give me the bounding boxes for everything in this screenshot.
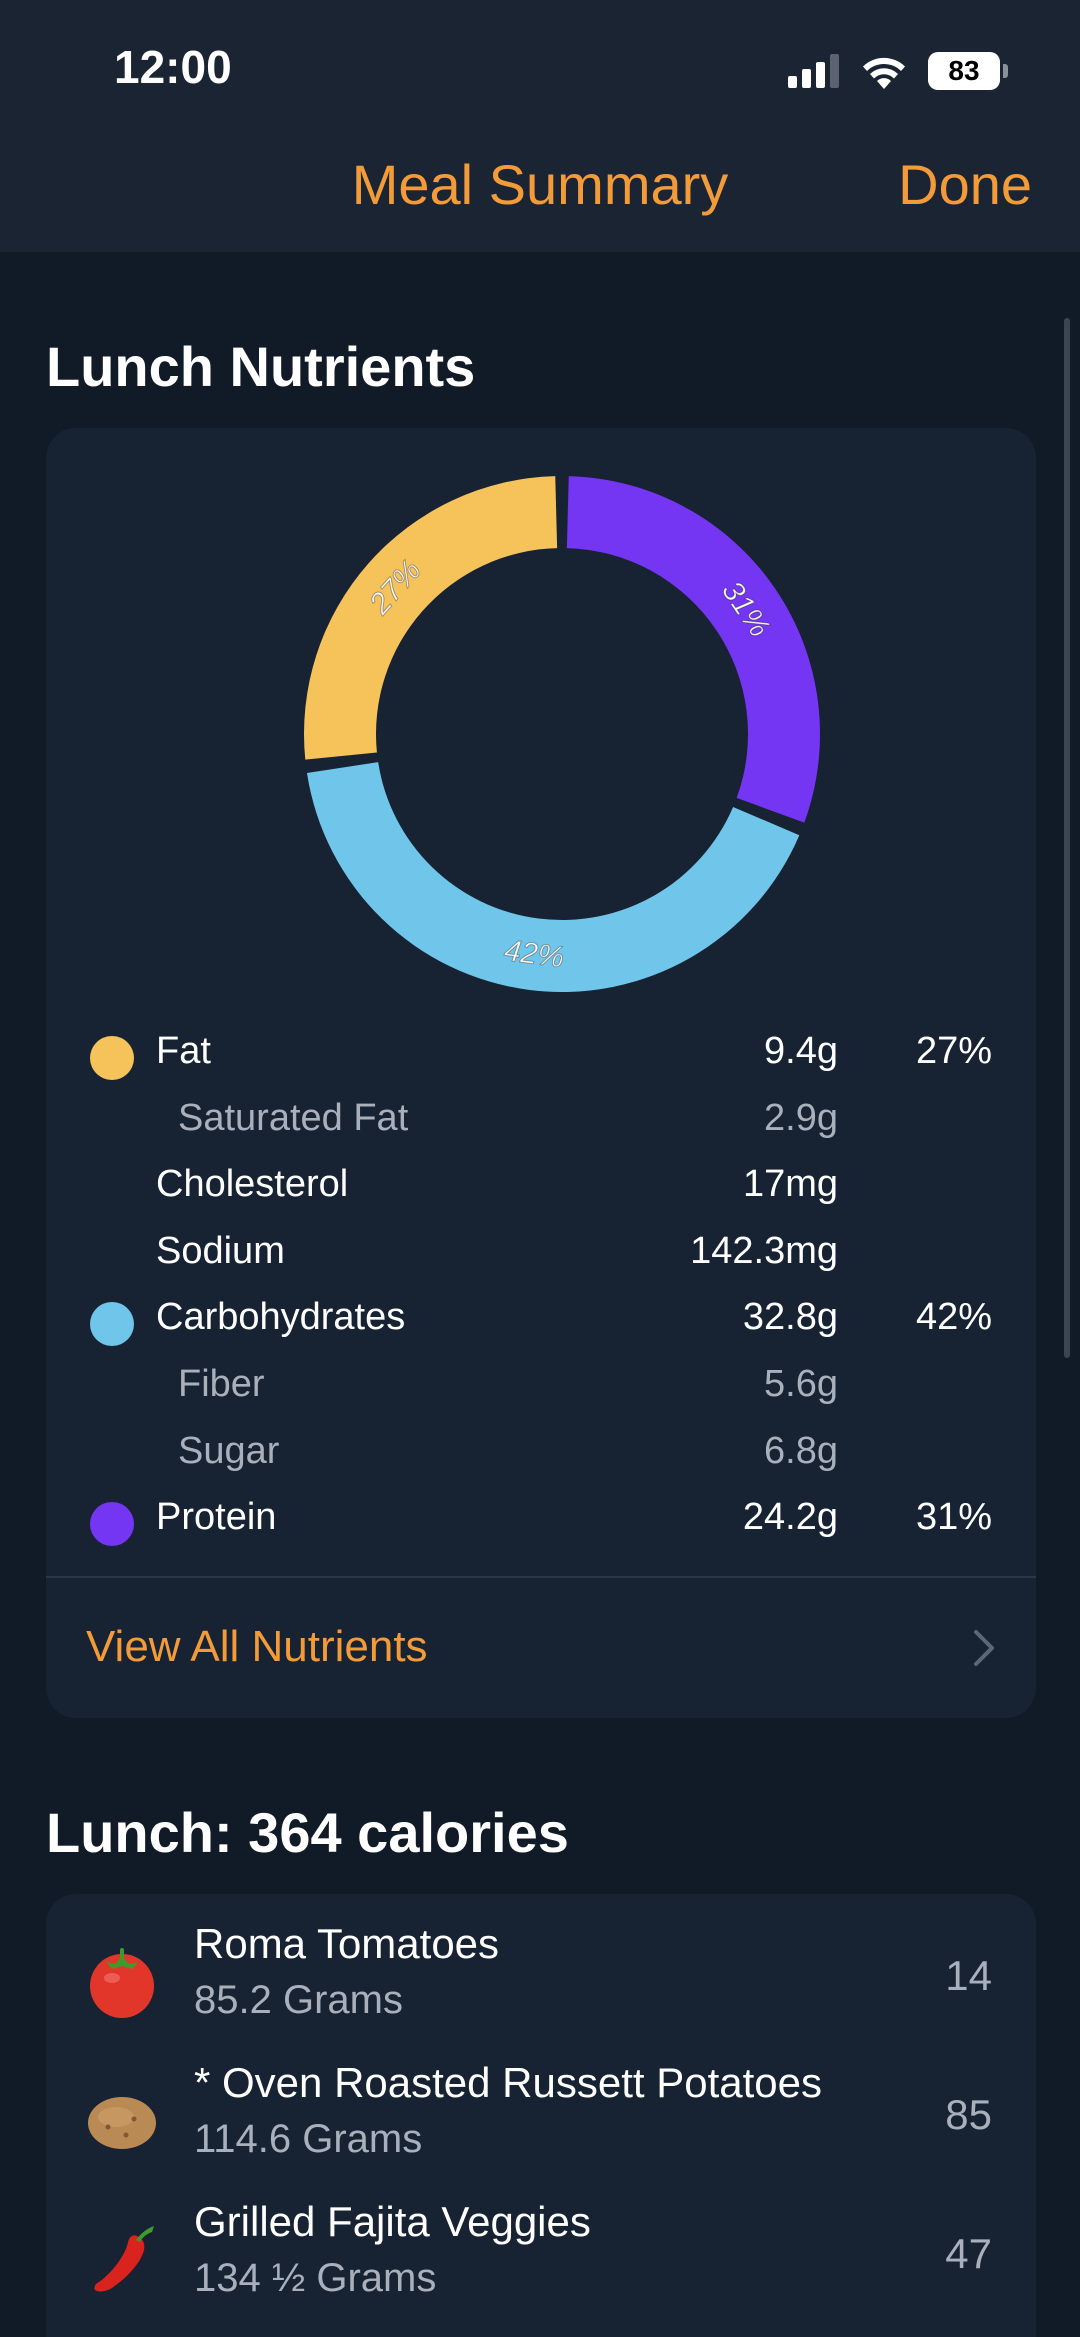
legend-dot xyxy=(90,1036,134,1080)
pepper-icon xyxy=(82,2218,162,2298)
nutrient-percent: 27% xyxy=(915,1030,992,1072)
nutrient-amount: 9.4g xyxy=(764,1030,838,1072)
done-button[interactable]: Done xyxy=(898,153,1032,216)
donut-slice-protein xyxy=(566,476,820,823)
nutrient-name: Carbohydrates xyxy=(156,1296,406,1339)
nutrient-name: Saturated Fat xyxy=(178,1096,409,1139)
nutrient-row-sugar: Sugar 6.8g xyxy=(46,1424,1036,1490)
view-all-nutrients-row[interactable]: View All Nutrients xyxy=(46,1578,1036,1718)
meal-section-title: Lunch: 364 calories xyxy=(46,1801,569,1864)
nutrient-row-carbohydrates: Carbohydrates 32.8g 42% xyxy=(46,1290,1036,1356)
nutrient-amount: 32.8g xyxy=(742,1296,838,1339)
food-item-row[interactable]: Grilled Fajita Veggies 134 ½ Grams 47 xyxy=(46,2192,1036,2322)
potato-icon xyxy=(82,2079,162,2159)
nutrient-row-protein: Protein 24.2g 31% xyxy=(46,1490,1036,1556)
wifi-icon xyxy=(863,57,905,89)
nutrient-amount: 17mg xyxy=(742,1163,838,1206)
top-bar: 12:00 83 Meal Summary Done xyxy=(0,0,1080,252)
nutrient-amount: 5.6g xyxy=(764,1363,838,1405)
nutrient-name: Sugar xyxy=(178,1429,280,1472)
view-all-nutrients-link[interactable]: View All Nutrients xyxy=(86,1622,428,1671)
chevron-right-icon xyxy=(974,1630,994,1666)
nutrient-row-fiber: Fiber 5.6g xyxy=(46,1357,1036,1423)
nutrients-section-title: Lunch Nutrients xyxy=(46,335,476,398)
scroll-indicator[interactable] xyxy=(1064,318,1070,1358)
nutrient-amount: 142.3mg xyxy=(690,1229,838,1272)
nutrient-name: Fiber xyxy=(178,1363,265,1405)
nutrients-card: 31% 42% 27% Fat 9.4g 27% Saturated Fat 2.9g Cho… xyxy=(46,428,1036,1718)
battery-nub xyxy=(1003,64,1008,78)
nutrient-amount: 24.2g xyxy=(742,1496,838,1539)
nutrient-amount: 2.9g xyxy=(764,1096,838,1139)
food-item-row[interactable]: Roma Tomatoes 85.2 Grams 14 xyxy=(46,1914,1036,2044)
battery-indicator: 83 xyxy=(928,52,1008,90)
donut-slice-fat xyxy=(304,476,558,760)
nutrient-percent: 31% xyxy=(915,1496,992,1539)
nutrients-divider xyxy=(46,1576,1036,1578)
nutrient-row-fat: Fat 9.4g 27% xyxy=(46,1024,1036,1090)
legend-dot xyxy=(90,1302,134,1347)
food-quantity: 134 ½ Grams xyxy=(194,2256,437,2300)
nutrient-name: Protein xyxy=(156,1496,277,1539)
food-name: Grilled Fajita Veggies xyxy=(194,2198,591,2245)
nutrient-row-sodium: Sodium 142.3mg xyxy=(46,1224,1036,1290)
nutrient-name: Fat xyxy=(156,1030,211,1072)
nutrient-percent: 42% xyxy=(915,1296,992,1339)
cellular-signal-icon xyxy=(788,54,839,88)
tomato-icon xyxy=(82,1940,162,2020)
food-quantity: 85.2 Grams xyxy=(194,1978,403,2022)
nav-title: Meal Summary xyxy=(351,153,729,216)
food-calories: 85 xyxy=(945,2091,992,2138)
food-item-row[interactable]: * Oven Roasted Russett Potatoes 114.6 Gra… xyxy=(46,2053,1036,2183)
donut-label-carbohydrates: 42% xyxy=(502,934,566,974)
battery-level: 83 xyxy=(928,52,1000,90)
status-time: 12:00 xyxy=(114,41,232,93)
food-quantity: 114.6 Grams xyxy=(194,2117,423,2161)
donut-slice-carbohydrates xyxy=(306,762,800,993)
macro-donut-chart: 31%42%27% xyxy=(304,476,820,993)
nutrient-row-saturated-fat: Saturated Fat 2.9g xyxy=(46,1091,1036,1157)
nutrient-amount: 6.8g xyxy=(764,1429,838,1472)
food-calories: 14 xyxy=(945,1952,992,1999)
legend-dot xyxy=(90,1502,134,1547)
nutrient-name: Cholesterol xyxy=(156,1163,349,1206)
food-calories: 47 xyxy=(945,2230,992,2277)
nutrient-row-cholesterol: Cholesterol 17mg xyxy=(46,1157,1036,1223)
food-name: * Oven Roasted Russett Potatoes xyxy=(194,2059,823,2106)
status-icons: 83 xyxy=(788,52,1008,90)
meal-items-card: Roma Tomatoes 85.2 Grams 14 * Oven Roasted… xyxy=(46,1894,1036,2337)
nutrient-name: Sodium xyxy=(156,1229,285,1272)
food-name: Roma Tomatoes xyxy=(194,1920,500,1967)
